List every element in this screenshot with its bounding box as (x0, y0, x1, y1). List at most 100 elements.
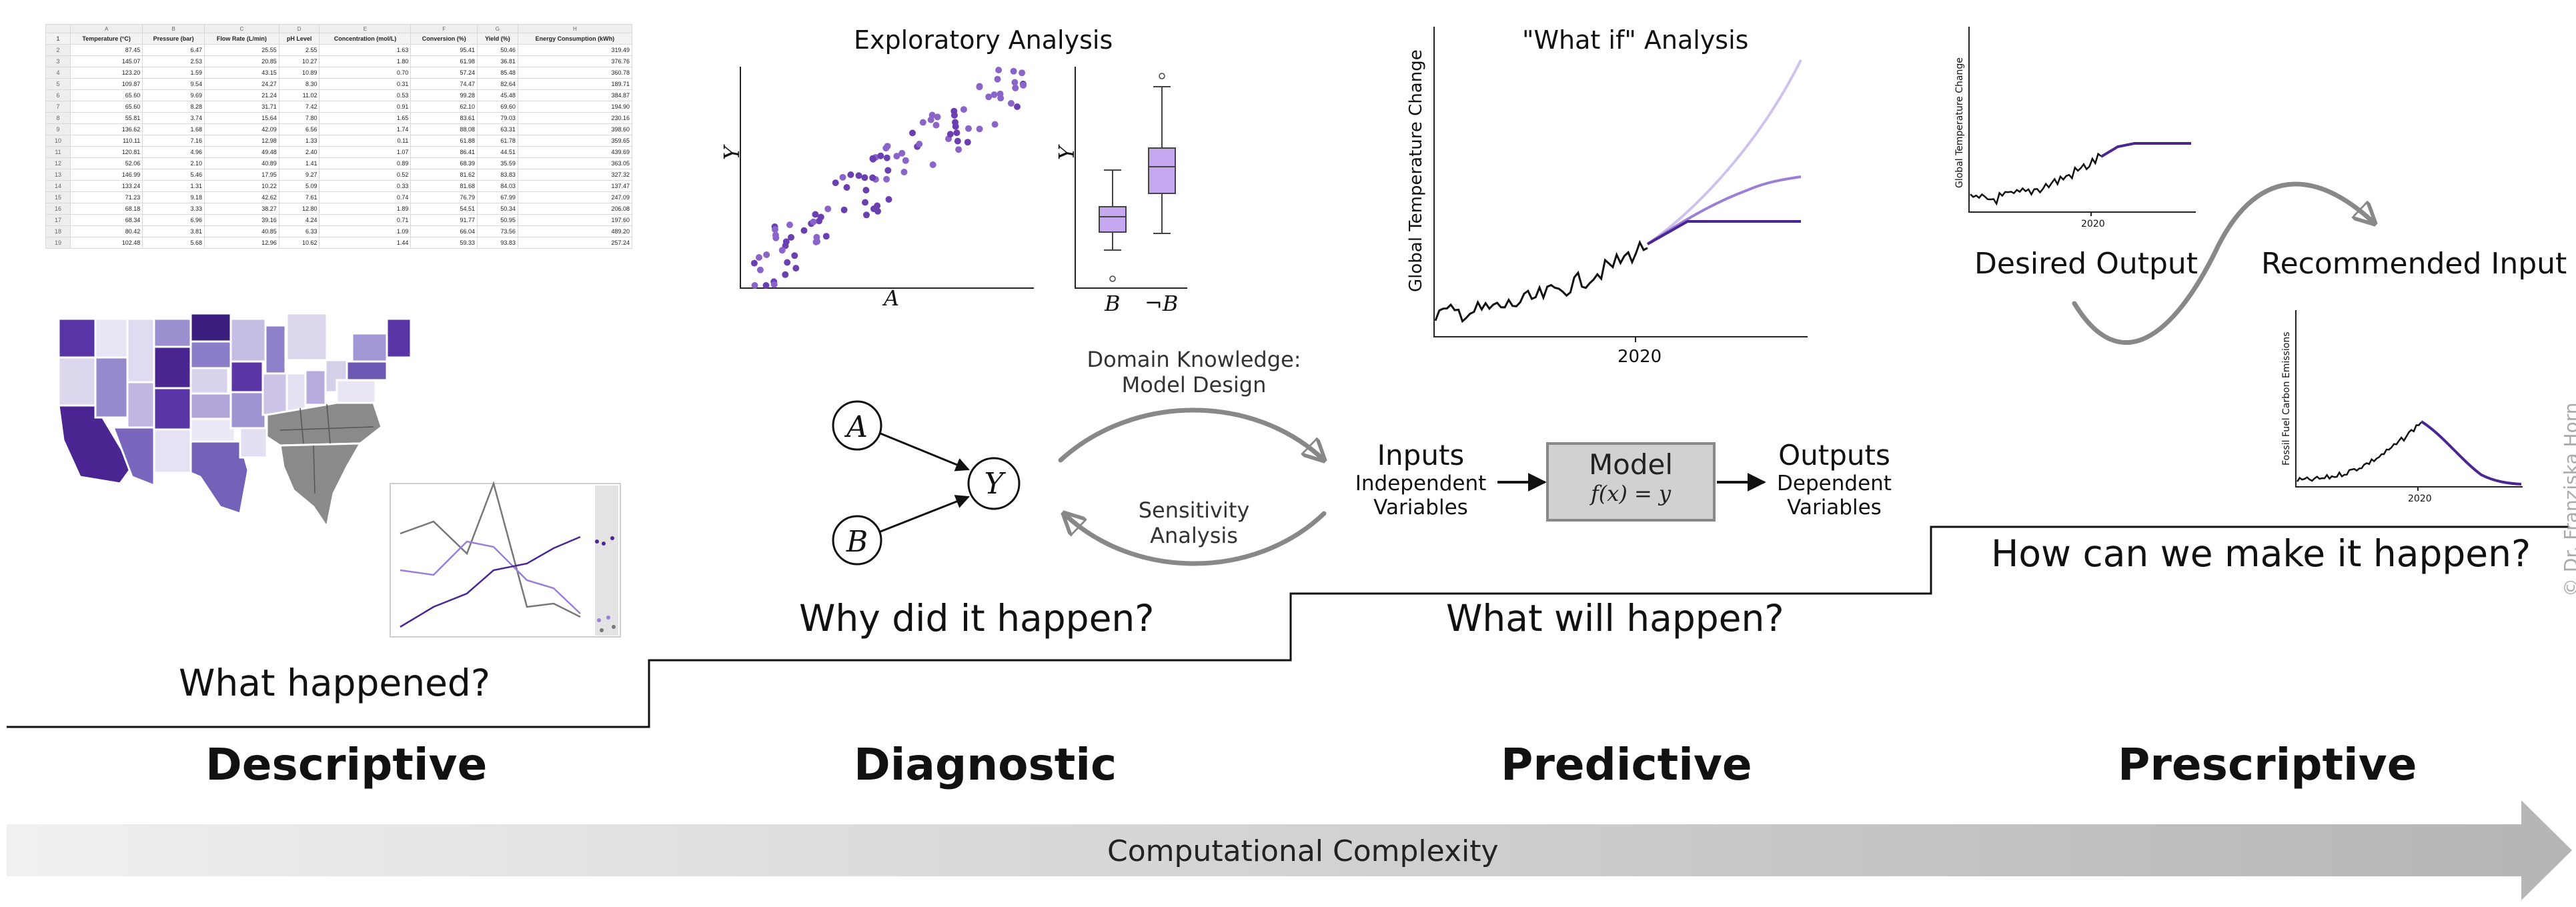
table-cell: 61.98 (410, 55, 478, 67)
table-cell: 1.68 (142, 123, 205, 135)
scatter-point (763, 251, 770, 258)
row-number: 1 (45, 33, 71, 45)
table-cell: 9.54 (142, 78, 205, 90)
scatter-point (832, 179, 839, 187)
scatter-xlabel: A (884, 285, 900, 311)
table-cell: 133.24 (69, 180, 143, 192)
column-letter: B (142, 24, 205, 33)
inputs-label: Inputs Independent Variables (1355, 439, 1487, 520)
exploratory-scatter (740, 67, 1034, 289)
history-line-light (400, 540, 581, 614)
table-cell: 12.80 (278, 203, 320, 215)
row-number: 11 (45, 146, 71, 158)
table-cell: 9.27 (278, 169, 320, 181)
column-header: Yield (%) (476, 33, 518, 45)
scatter-point (791, 252, 798, 259)
table-cell: 2.10 (142, 157, 205, 169)
design-arrow (1058, 407, 1324, 460)
table-cell: 57.24 (410, 67, 478, 79)
scatter-point (976, 125, 983, 133)
scenario-line-light (1646, 59, 1802, 245)
row-number: 18 (45, 225, 71, 237)
scatter-point (994, 75, 1001, 83)
history-line-dark (400, 536, 581, 628)
scatter-point (954, 137, 961, 145)
table-cell: 230.16 (517, 112, 633, 124)
map-state (153, 387, 192, 431)
table-cell: 76.79 (410, 191, 478, 203)
scatter-point (778, 247, 786, 254)
table-cell: 363.05 (517, 157, 633, 169)
scatter-point (965, 125, 972, 132)
column-header: Conversion (%) (410, 33, 478, 45)
table-cell: 74.47 (410, 78, 478, 90)
scatter-point (883, 175, 890, 183)
row-number: 19 (45, 237, 71, 249)
table-cell: 257.24 (517, 237, 633, 249)
us-map (57, 312, 412, 530)
table-cell: 10.89 (278, 67, 320, 79)
table-cell: 93.83 (476, 237, 518, 249)
causal-graph (832, 400, 1021, 566)
map-state (285, 312, 328, 361)
table-cell: 247.09 (517, 191, 633, 203)
map-state (94, 356, 129, 419)
table-cell: 0.53 (319, 89, 412, 101)
table-cell: 1.74 (319, 123, 412, 135)
scatter-point (1014, 103, 1021, 110)
node-b-label: B (846, 525, 868, 559)
scatter-point (847, 171, 854, 178)
scatter-point (916, 141, 923, 147)
table-cell: 360.78 (517, 67, 633, 79)
map-state (351, 332, 388, 363)
map-state (279, 442, 362, 530)
table-cell: 50.46 (476, 44, 518, 56)
scatter-point (995, 67, 1003, 73)
table-cell: 189.71 (517, 78, 633, 90)
scatter-point (976, 83, 983, 91)
table-cell: 40.85 (204, 225, 279, 237)
desired-to-recommended-arrow (2072, 181, 2375, 345)
table-cell: 1.09 (319, 225, 412, 237)
scatter-ylabel: Y (719, 145, 744, 160)
scatter-point (861, 174, 868, 181)
table-cell: 319.49 (517, 44, 633, 56)
table-cell: 52.06 (69, 157, 143, 169)
table-cell: 81.68 (410, 180, 478, 192)
row-number: 14 (45, 180, 71, 192)
table-cell: 8.28 (142, 101, 205, 113)
map-state (126, 317, 155, 383)
box-label-b: B (1105, 291, 1121, 316)
table-cell: 1.89 (319, 203, 412, 215)
table-cell: 398.60 (517, 123, 633, 135)
column-letter: D (278, 24, 320, 33)
outputs-label: Outputs Dependent Variables (1777, 439, 1892, 520)
column-letter: E (319, 24, 412, 33)
scatter-point (882, 145, 890, 152)
scatter-point (997, 95, 1005, 102)
map-state (285, 372, 307, 412)
table-cell: 327.32 (517, 169, 633, 181)
table-cell: 137.47 (517, 180, 633, 192)
map-state (153, 345, 192, 389)
scatter-point (800, 227, 808, 234)
row-number: 17 (45, 214, 71, 226)
map-state (189, 392, 233, 420)
scatter-point (772, 234, 780, 241)
table-cell: 65.60 (69, 89, 143, 101)
table-row: 17 68.34 6.96 39.16 4.24 0.71 91.77 50.95 197.60 (45, 214, 633, 226)
row-number: 4 (45, 67, 71, 79)
column-header: Concentration (mol/L) (319, 33, 412, 45)
table-cell: 8.30 (278, 78, 320, 90)
model-label: Model f(x) = y (1588, 448, 1674, 506)
table-cell: 45.48 (476, 89, 518, 101)
table-cell: 110.11 (69, 135, 143, 147)
scatter-point (883, 154, 890, 161)
table-cell: 10.62 (278, 237, 320, 249)
scatter-point (985, 93, 993, 101)
staircase-line (7, 526, 2569, 728)
table-row: 13 146.99 5.46 17.95 9.27 0.52 81.62 83.83 327.3… (45, 169, 633, 181)
stage-predictive-name: Predictive (1501, 739, 1752, 790)
table-cell: 1.33 (278, 135, 320, 147)
